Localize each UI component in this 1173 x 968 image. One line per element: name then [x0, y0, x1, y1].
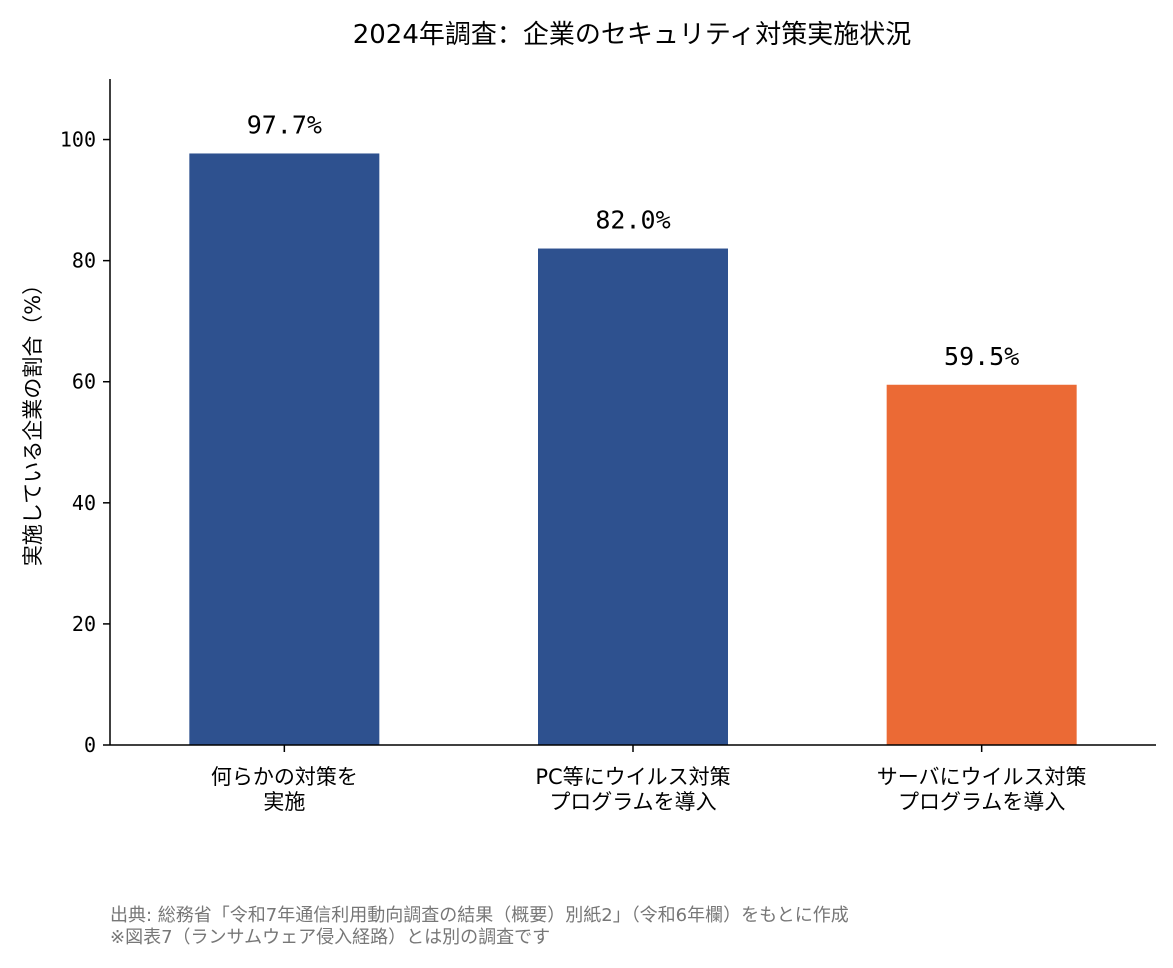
y-axis-label: 実施している企業の割合（%） — [21, 274, 45, 566]
x-tick-label: プログラムを導入 — [549, 790, 716, 814]
y-tick-label: 100 — [60, 128, 96, 152]
bar-1 — [189, 153, 380, 746]
y-tick-label: 80 — [72, 249, 96, 273]
data-label-3: 59.5% — [944, 342, 1019, 371]
x-tick-label: 実施 — [263, 790, 305, 814]
source-footnote: 出典: 総務省「令和7年通信利用動向調査の結果（概要）別紙2」（令和6年欄）をも… — [110, 905, 849, 926]
y-tick-label: 20 — [72, 612, 96, 636]
y-tick-label: 60 — [72, 370, 96, 394]
data-label-1: 97.7% — [247, 110, 322, 139]
x-axis-ticks: 何らかの対策を実施PC等にウイルス対策プログラムを導入サーバにウイルス対策プログ… — [211, 745, 1087, 814]
bar-2 — [538, 248, 728, 745]
y-tick-label: 40 — [72, 491, 96, 515]
x-tick-label: サーバにウイルス対策 — [877, 765, 1087, 789]
bars-group — [189, 153, 1077, 746]
data-labels-group: 97.7% 82.0% 59.5% — [247, 110, 1020, 370]
bar-3 — [886, 384, 1077, 745]
chart-title: 2024年調査：企業のセキュリティ対策実施状況 — [353, 20, 912, 50]
x-tick-label: PC等にウイルス対策 — [535, 765, 730, 789]
note-footnote: ※図表7（ランサムウェア侵入経路）とは別の調査です — [110, 927, 551, 948]
x-tick-label: プログラムを導入 — [898, 790, 1065, 814]
y-tick-label: 0 — [84, 733, 96, 757]
y-axis-ticks: 0 20 40 60 80 100 — [60, 128, 110, 757]
x-tick-label: 何らかの対策を — [211, 765, 358, 789]
data-label-2: 82.0% — [595, 206, 670, 235]
